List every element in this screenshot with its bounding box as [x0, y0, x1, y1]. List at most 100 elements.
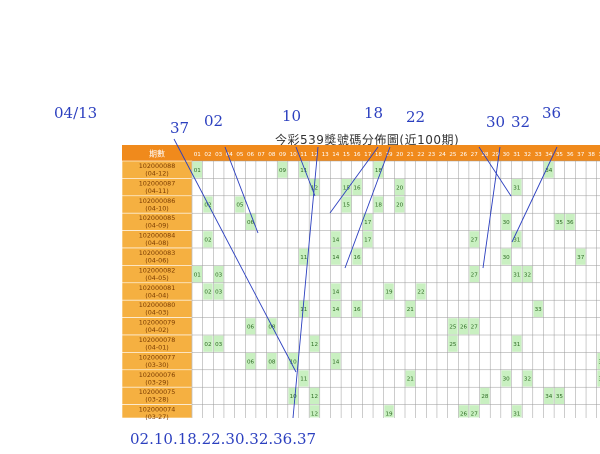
period-date: (04-06)	[145, 257, 169, 265]
hit-number: 06	[247, 220, 255, 226]
annotation-date: 04/13	[54, 104, 98, 122]
hit-number: 28	[481, 394, 489, 400]
hit-cell	[469, 318, 479, 335]
hit-cell	[469, 231, 479, 248]
hit-number: 21	[407, 377, 415, 383]
hit-cell	[533, 300, 543, 317]
hit-cell	[448, 335, 458, 352]
header-number: 14	[332, 152, 340, 158]
hit-cell	[288, 353, 298, 370]
period-date: (04-12)	[145, 170, 169, 178]
header-number: 11	[300, 152, 308, 158]
header-number: 21	[407, 152, 415, 158]
hit-number: 01	[194, 168, 202, 174]
annotation-18: 18	[364, 104, 384, 122]
hit-cell	[267, 353, 277, 370]
hit-number: 11	[300, 168, 308, 174]
header-number: 28	[481, 152, 489, 158]
hit-cell	[469, 405, 479, 418]
period-number: 102000080	[139, 301, 176, 309]
hit-number: 26	[460, 412, 468, 418]
hit-cell	[373, 161, 384, 178]
period-header: 期數	[149, 149, 165, 159]
period-number: 102000075	[139, 388, 176, 396]
trend-line	[482, 146, 501, 269]
hit-number: 14	[332, 359, 340, 365]
hit-cell	[480, 387, 490, 404]
header-number: 39	[598, 152, 600, 158]
hit-cell	[331, 283, 341, 300]
hit-cell	[512, 335, 522, 352]
hit-cell	[245, 318, 256, 335]
annotation-30: 30	[486, 113, 506, 131]
hit-number: 39	[598, 359, 600, 365]
period-number: 102000087	[139, 179, 176, 187]
hit-number: 31	[513, 272, 521, 278]
hit-number: 02	[204, 342, 211, 348]
hit-number: 06	[247, 359, 255, 365]
header-number: 06	[247, 152, 255, 158]
hit-number: 11	[300, 377, 308, 383]
hit-cell	[203, 283, 213, 300]
hit-cell	[235, 196, 245, 213]
hit-cell	[331, 248, 341, 265]
hit-number: 15	[343, 185, 351, 191]
hit-number: 10	[290, 394, 298, 400]
hit-number: 32	[524, 377, 531, 383]
chart-title: 今彩539獎號碼分佈圖(近100期)	[275, 133, 460, 147]
header-number: 10	[290, 152, 298, 158]
hit-number: 31	[513, 342, 521, 348]
hit-number: 25	[449, 325, 457, 331]
header-number: 25	[449, 152, 457, 158]
trend-line	[173, 138, 297, 373]
period-date: (04-04)	[145, 291, 169, 299]
hit-number: 27	[471, 325, 479, 331]
hit-number: 03	[215, 272, 223, 278]
period-date: (04-09)	[145, 222, 169, 230]
hit-cell	[213, 283, 224, 300]
hit-number: 27	[471, 238, 479, 244]
hit-cell	[512, 405, 522, 418]
hit-number: 30	[503, 377, 511, 383]
hit-number: 12	[311, 394, 318, 400]
period-number: 102000074	[139, 406, 176, 414]
header-number: 20	[396, 152, 404, 158]
hit-cell	[544, 387, 554, 404]
hit-cell	[363, 231, 373, 248]
hit-number: 32	[524, 272, 531, 278]
header-number: 32	[524, 152, 531, 158]
hit-number: 11	[300, 307, 308, 313]
hit-cell	[331, 300, 341, 317]
header-number: 23	[428, 152, 436, 158]
annotation-22: 22	[406, 108, 426, 126]
hit-cell	[469, 266, 479, 283]
annotation-10: 10	[282, 107, 302, 125]
hit-cell	[394, 196, 405, 213]
hit-cell	[331, 231, 341, 248]
header-number: 30	[503, 152, 511, 158]
hit-number: 09	[279, 168, 287, 174]
header-number: 02	[204, 152, 211, 158]
period-date: (04-03)	[145, 309, 169, 317]
period-date: (04-10)	[145, 204, 169, 212]
hit-number: 08	[268, 359, 276, 365]
period-date: (03-29)	[145, 378, 169, 386]
header-number: 37	[577, 152, 585, 158]
header-number: 36	[567, 152, 575, 158]
header-number: 18	[375, 152, 383, 158]
hit-cell	[458, 318, 469, 335]
hit-number: 14	[332, 238, 340, 244]
period-number: 102000079	[139, 319, 176, 327]
header-number: 34	[545, 152, 553, 158]
hit-number: 16	[354, 185, 362, 191]
hit-number: 20	[396, 203, 404, 209]
header-number: 13	[322, 152, 330, 158]
hit-cell	[554, 387, 565, 404]
period-number: 102000085	[139, 214, 176, 222]
header-number: 12	[311, 152, 318, 158]
period-date: (04-05)	[145, 274, 169, 282]
hit-cell	[597, 353, 600, 370]
hit-number: 18	[375, 168, 383, 174]
header-number: 35	[556, 152, 564, 158]
